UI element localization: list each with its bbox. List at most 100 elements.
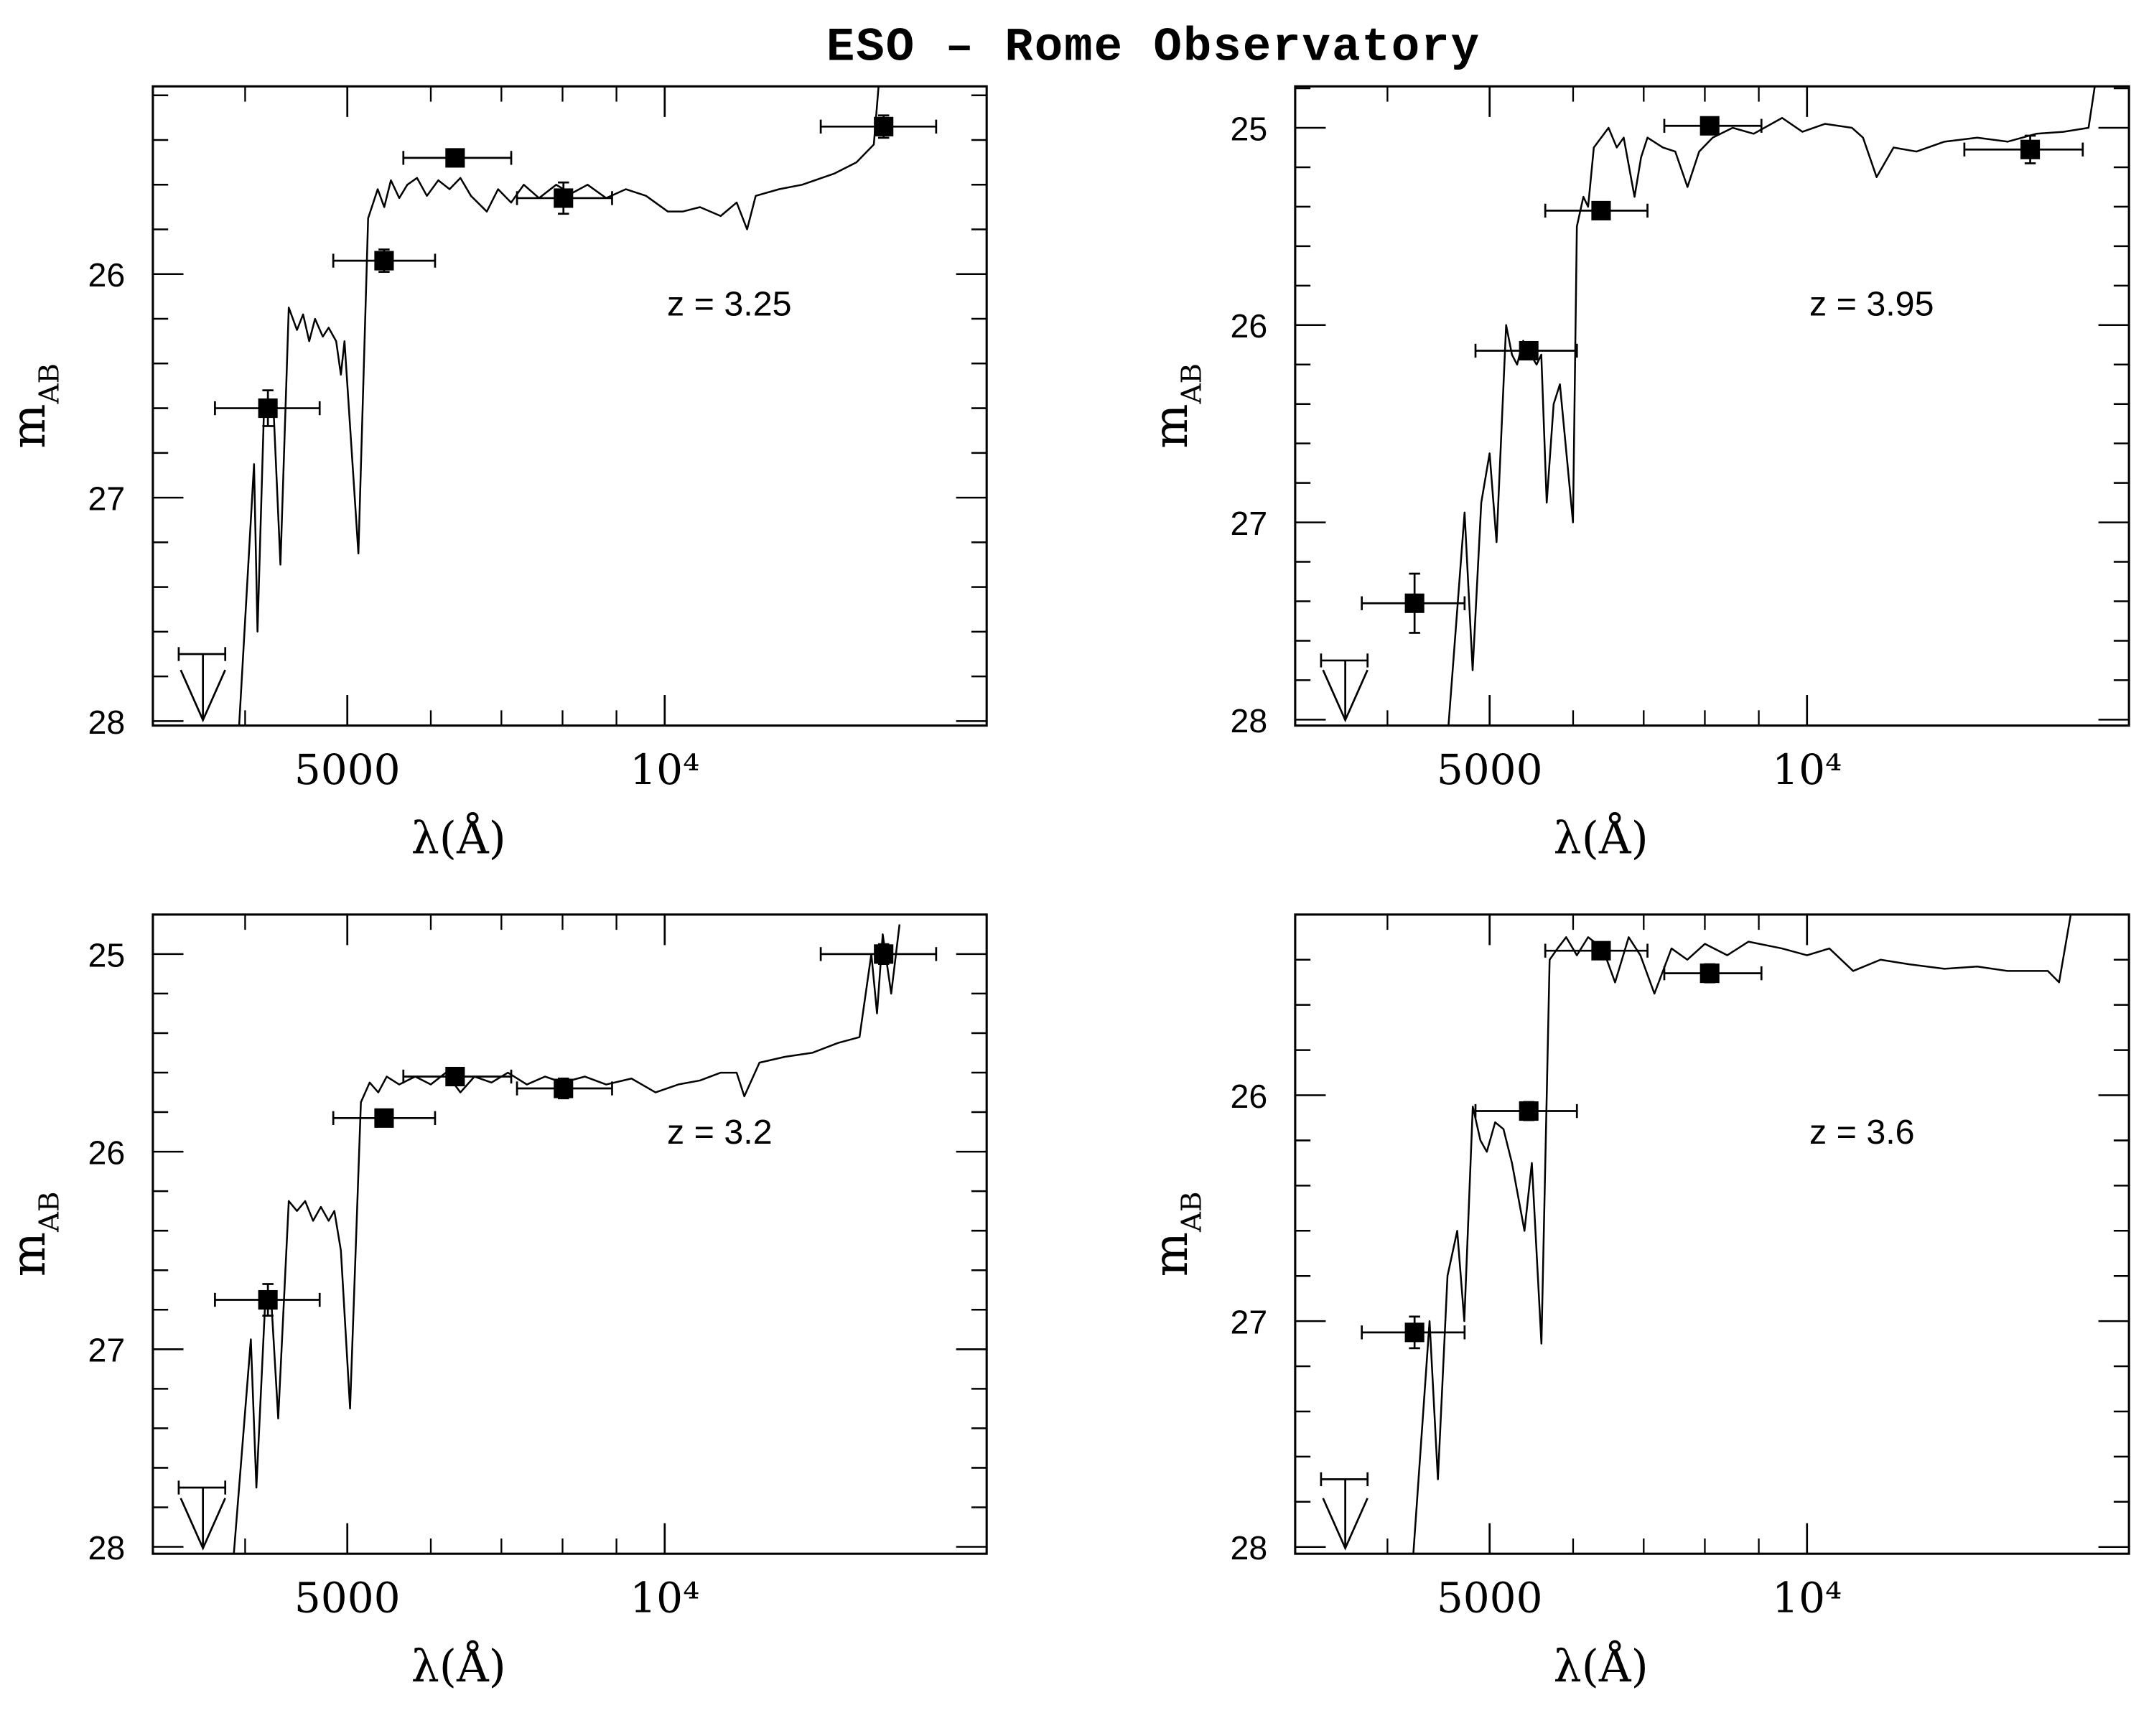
x-axis-label: λ(Å)	[411, 812, 506, 864]
redshift-label: z = 3.95	[1809, 285, 1934, 324]
photometry-point	[819, 943, 938, 965]
redshift-label: z = 3.6	[1809, 1113, 1915, 1152]
photometry-point	[332, 1108, 437, 1128]
x-axis-label: λ(Å)	[411, 1640, 506, 1692]
y-axis-label-main: m	[1, 403, 56, 448]
data-marker-square	[445, 148, 465, 168]
x-tick-label: 10⁴	[1772, 745, 1842, 794]
data-marker-square	[874, 116, 894, 136]
upper-limit	[177, 1480, 227, 1551]
spectrum-group	[238, 86, 880, 726]
x-tick-label: 10⁴	[630, 1573, 699, 1622]
photometry-point	[402, 1066, 513, 1087]
panel-top-left: 5000 10⁴ 26 27 28 λ(Å) mAB z = 3.25	[1, 85, 988, 864]
data-marker-square	[258, 1289, 278, 1310]
plot-frame	[1294, 913, 2130, 1555]
x-axis-label: λ(Å)	[1554, 812, 1649, 864]
data-marker-square	[1404, 593, 1425, 613]
y-tick-label: 28	[88, 704, 126, 741]
y-tick-label: 26	[88, 1134, 126, 1172]
data-marker-square	[445, 1066, 465, 1087]
y-tick-label: 26	[1231, 1078, 1268, 1115]
spectrum-group	[1412, 914, 2072, 1554]
x-tick-label: 5000	[294, 745, 401, 794]
plot-frame	[1294, 85, 2130, 727]
model-spectrum-line	[238, 86, 880, 726]
photometry-point	[214, 1283, 321, 1317]
photometry-point	[819, 114, 938, 139]
arrow-down-icon	[180, 669, 226, 723]
x-tick-label: 5000	[1437, 1573, 1543, 1622]
model-spectrum-line	[233, 924, 901, 1554]
y-tick-label: 26	[1231, 307, 1268, 345]
y-tick-label: 28	[1231, 1529, 1268, 1567]
model-spectrum-line	[1447, 86, 2096, 726]
photometry-point	[402, 148, 513, 168]
photometry-point	[1474, 1101, 1578, 1121]
plot-frame	[151, 85, 988, 727]
x-tick-label: 5000	[1437, 745, 1543, 794]
y-axis-label-main: m	[1143, 403, 1198, 448]
spectrum-group	[233, 924, 901, 1554]
y-axis-label-main: m	[1143, 1232, 1198, 1277]
arrow-down-icon	[1322, 1498, 1369, 1551]
data-marker-square	[1519, 340, 1539, 361]
y-axis-label: mAB	[1143, 1192, 1208, 1277]
y-tick-label: 25	[88, 936, 126, 974]
data-marker-square	[1700, 116, 1720, 136]
redshift-label: z = 3.2	[667, 1113, 773, 1152]
y-axis-label: mAB	[1, 1192, 65, 1277]
y-axis-label-subscript: AB	[1175, 363, 1208, 404]
data-marker-square	[874, 944, 894, 964]
y-axis-label: mAB	[1143, 363, 1208, 449]
y-axis-label-main: m	[1, 1232, 56, 1277]
model-spectrum-line	[1412, 914, 2072, 1554]
photometry-point	[1361, 572, 1466, 634]
upper-limit	[1320, 1472, 1369, 1551]
y-axis-label-subscript: AB	[33, 1192, 65, 1233]
photometry-point	[1663, 116, 1763, 136]
y-axis-label: mAB	[1, 363, 65, 449]
photometry-point	[1474, 340, 1578, 361]
photometry-point	[1361, 1315, 1466, 1350]
upper-limit	[1320, 653, 1369, 723]
data-marker-square	[554, 1078, 574, 1098]
x-tick-label: 10⁴	[1772, 1573, 1842, 1622]
data-marker-square	[1591, 200, 1611, 220]
figure-title: ESO – Rome Observatory	[826, 21, 1481, 75]
data-marker-square	[1519, 1101, 1539, 1121]
plot-frame	[151, 913, 988, 1555]
y-tick-label: 27	[88, 1332, 126, 1369]
arrow-down-icon	[1322, 669, 1369, 723]
photometry-point	[332, 248, 437, 274]
photometry-point	[516, 181, 613, 215]
photometry-point	[1963, 134, 2084, 164]
x-axis-label: λ(Å)	[1554, 1640, 1649, 1692]
data-marker-square	[374, 251, 394, 271]
spectrum-group	[1447, 86, 2096, 726]
x-tick-label: 5000	[294, 1573, 401, 1622]
y-axis-label-subscript: AB	[33, 363, 65, 404]
photometry-point	[214, 389, 321, 427]
data-marker-square	[258, 398, 278, 419]
photometry-point	[516, 1077, 613, 1100]
data-marker-square	[374, 1108, 394, 1128]
data-marker-square	[1404, 1322, 1425, 1343]
panel-top-right: 5000 10⁴ 25 26 27 28 λ(Å) mAB z = 3.95	[1143, 85, 2130, 864]
y-tick-label: 28	[88, 1529, 126, 1567]
redshift-label: z = 3.25	[667, 285, 791, 324]
y-tick-label: 27	[88, 480, 126, 518]
y-tick-label: 27	[1231, 505, 1268, 542]
y-tick-label: 28	[1231, 702, 1268, 739]
panel-bottom-right: 5000 10⁴ 26 27 28 λ(Å) mAB z = 3.6	[1143, 913, 2130, 1692]
data-marker-square	[2020, 139, 2041, 159]
photometry-point	[1544, 941, 1649, 961]
photometry-point	[1544, 200, 1649, 220]
arrow-down-icon	[180, 1498, 226, 1551]
data-marker-square	[1591, 941, 1611, 961]
x-tick-label: 10⁴	[630, 745, 699, 794]
panel-bottom-left: 5000 10⁴ 25 26 27 28 λ(Å) mAB z = 3.2	[1, 913, 988, 1692]
photometry-point	[1663, 963, 1763, 984]
